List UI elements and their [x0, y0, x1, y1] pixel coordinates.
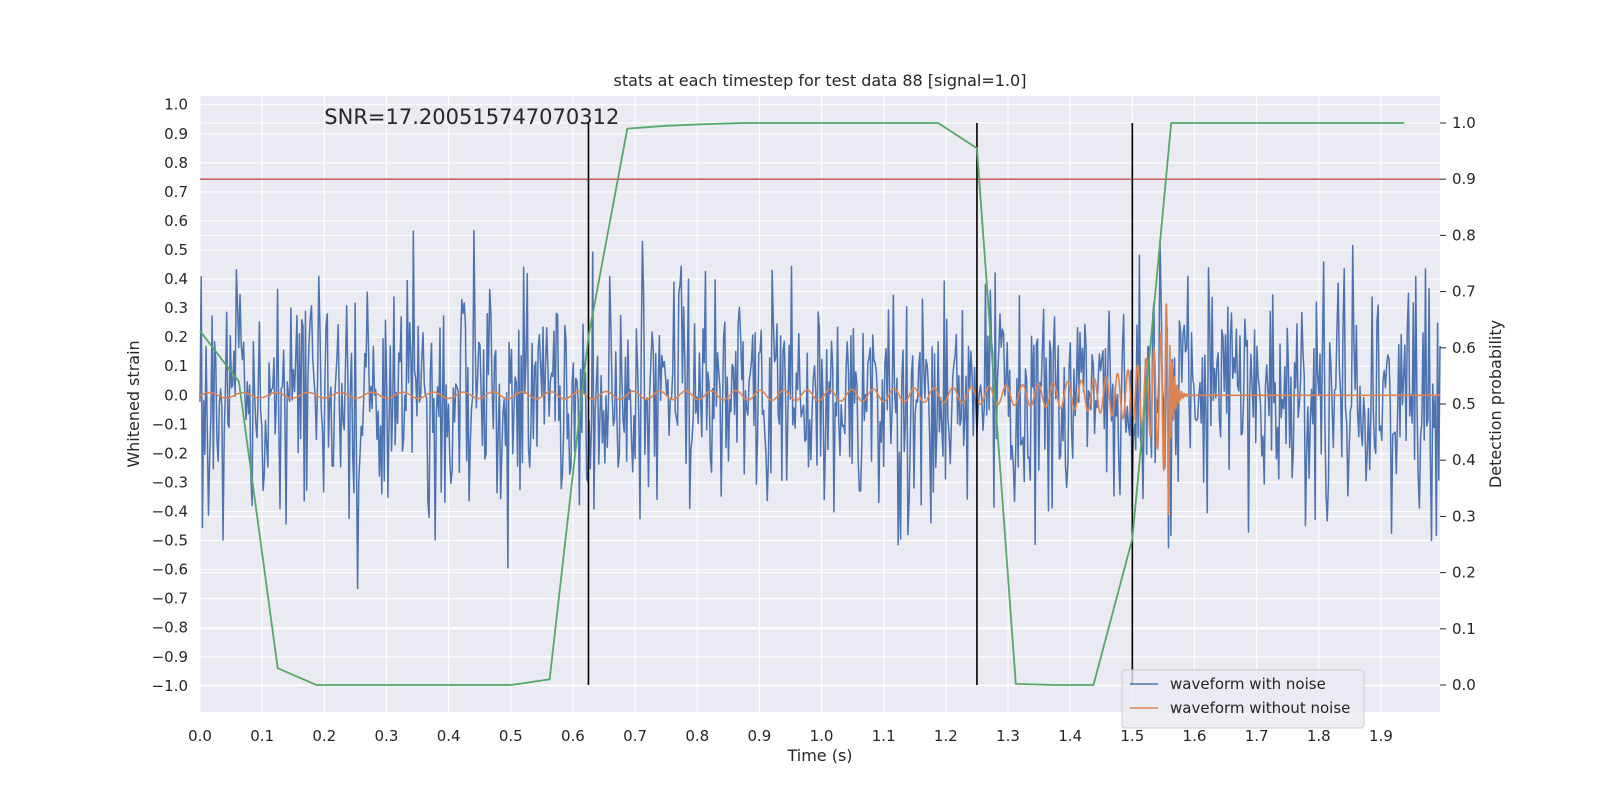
y-right-tick-label: 0.7	[1452, 283, 1476, 301]
y-left-tick-label: −1.0	[152, 677, 188, 695]
y-axis-label-left: Whitened strain	[124, 340, 143, 467]
y-right-tick-label: 0.4	[1452, 451, 1476, 469]
chart-title: stats at each timestep for test data 88 …	[614, 71, 1027, 90]
x-tick-label: 1.9	[1369, 727, 1393, 745]
y-right-tick-label: 1.0	[1452, 114, 1476, 132]
x-tick-label: 1.0	[810, 727, 834, 745]
x-tick-label: 1.7	[1245, 727, 1269, 745]
y-right-tick-label: 0.2	[1452, 564, 1476, 582]
y-right-tick-label: 0.8	[1452, 226, 1476, 244]
x-tick-label: 0.7	[623, 727, 647, 745]
left-axis-ticks: 1.0 0.9 0.8 0.7 0.6 0.5 0.4 0.3 0.2 0.1 0.0 −0.1 −0.…	[152, 96, 188, 695]
snr-annotation: SNR=17.200515747070312	[324, 105, 619, 129]
legend-box	[1121, 669, 1365, 729]
x-tick-label: 0.4	[437, 727, 461, 745]
x-tick-label: 0.9	[747, 727, 771, 745]
legend-label-without-noise: waveform without noise	[1170, 699, 1350, 717]
y-left-tick-label: 0.7	[164, 183, 188, 201]
x-tick-label: 0.1	[250, 727, 274, 745]
x-tick-label: 1.4	[1058, 727, 1082, 745]
y-right-tick-label: 0.9	[1452, 170, 1476, 188]
y-left-tick-label: 0.8	[164, 154, 188, 172]
series-line-detection-probability	[199, 122, 1405, 686]
y-left-tick-label: 1.0	[164, 96, 188, 114]
y-left-tick-label: 0.9	[164, 125, 188, 143]
y-left-tick-label: 0.4	[164, 270, 188, 288]
legend-label-with-noise: waveform with noise	[1170, 675, 1326, 693]
y-right-tick-label: 0.3	[1452, 507, 1476, 525]
y-left-tick-label: −0.3	[152, 473, 188, 491]
y-left-tick-label: −0.7	[152, 590, 188, 608]
y-right-tick-label: 0.0	[1452, 676, 1476, 694]
x-tick-label: 1.6	[1183, 727, 1207, 745]
x-tick-label: 0.0	[188, 727, 212, 745]
x-tick-label: 0.6	[561, 727, 585, 745]
y-left-tick-label: 0.0	[164, 386, 188, 404]
y-left-tick-label: −0.2	[152, 444, 188, 462]
x-tick-label: 1.2	[934, 727, 958, 745]
y-left-tick-label: 0.3	[164, 299, 188, 317]
x-tick-label: 1.5	[1120, 727, 1144, 745]
legend: waveform with noise waveform without noi…	[1121, 669, 1365, 729]
y-left-tick-label: 0.5	[164, 241, 188, 259]
grid	[199, 96, 1440, 712]
x-tick-label: 0.8	[685, 727, 709, 745]
y-right-tick-label: 0.1	[1452, 620, 1476, 638]
right-axis-ticks: 1.0 0.9 0.8 0.7 0.6 0.5 0.4 0.3 0.2 0.1 0.0	[1440, 114, 1476, 694]
x-tick-label: 1.3	[996, 727, 1020, 745]
y-left-tick-label: −0.4	[152, 503, 188, 521]
y-left-tick-label: −0.9	[152, 648, 188, 666]
y-right-tick-label: 0.6	[1452, 339, 1476, 357]
y-left-tick-label: −0.8	[152, 619, 188, 637]
y-axis-label-right: Detection probability	[1486, 320, 1505, 488]
series-line-without-noise	[199, 303, 1441, 516]
y-left-tick-label: −0.5	[152, 532, 188, 550]
x-tick-label: 0.5	[499, 727, 523, 745]
x-tick-label: 1.1	[872, 727, 896, 745]
y-left-tick-label: −0.1	[152, 415, 188, 433]
y-left-tick-label: 0.1	[164, 357, 188, 375]
x-tick-label: 1.8	[1307, 727, 1331, 745]
y-right-tick-label: 0.5	[1452, 395, 1476, 413]
x-axis-ticks: 0.0 0.1 0.2 0.3 0.4 0.5 0.6 0.7 0.8 0.9 1.0 1.1 1.2 1…	[188, 727, 1393, 745]
x-axis-label: Time (s)	[786, 746, 852, 765]
series-line-with-noise	[199, 230, 1441, 590]
series-layer	[199, 122, 1441, 686]
y-left-tick-label: 0.6	[164, 212, 188, 230]
x-tick-label: 0.2	[312, 727, 336, 745]
y-left-tick-label: −0.6	[152, 561, 188, 579]
x-tick-label: 0.3	[375, 727, 399, 745]
y-left-tick-label: 0.2	[164, 328, 188, 346]
